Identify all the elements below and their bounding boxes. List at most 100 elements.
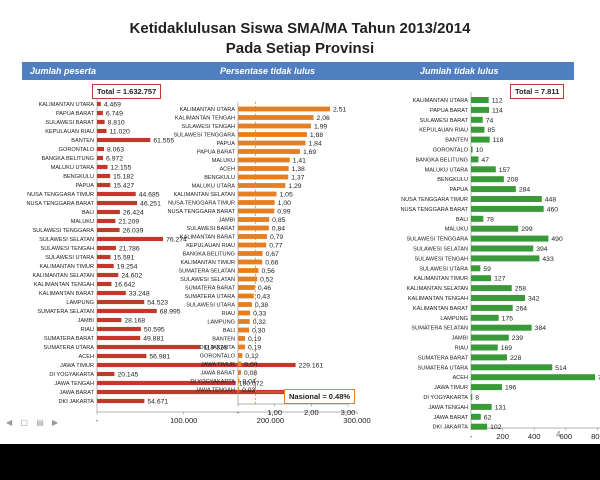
bar: [97, 344, 201, 350]
category-label: SULAWESI BARAT: [420, 118, 469, 124]
value-label: 24.602: [121, 273, 142, 280]
bar: [97, 128, 107, 134]
category-label: SULAWESI UTARA: [419, 266, 468, 272]
category-label: DKI JAKARTA: [199, 345, 235, 351]
bar: [97, 398, 145, 404]
value-label: 46.251: [140, 201, 161, 208]
category-label: RIAU: [222, 311, 235, 317]
value-label: 26.039: [123, 228, 144, 235]
value-label: 157: [499, 167, 511, 174]
bar: [238, 191, 277, 197]
value-label: 28.168: [124, 318, 145, 325]
prev-icon[interactable]: ◀: [6, 418, 16, 427]
category-label: SULAWESI UTARA: [186, 303, 235, 309]
bar: [97, 119, 105, 125]
value-label: 74: [486, 117, 494, 124]
bar: [471, 275, 492, 282]
bar: [97, 245, 116, 251]
category-label: RIAU: [455, 346, 468, 352]
value-label: 68.995: [160, 309, 181, 316]
notes-icon[interactable]: ▤: [36, 418, 47, 427]
value-label: 0,08: [244, 370, 257, 377]
bar: [238, 361, 242, 367]
category-label: KEPULAUAN RIAU: [419, 128, 468, 134]
category-label: JAWA TIMUR: [434, 385, 468, 391]
category-label: SULAWESI TENGAH: [415, 256, 468, 262]
value-label: 1,84: [308, 141, 321, 148]
category-label: BANGKA BELITUNG: [182, 252, 235, 258]
category-label: ACEH: [219, 167, 235, 173]
value-label: 1,00: [278, 200, 291, 207]
value-label: 0,03: [242, 387, 255, 394]
category-label: GORONTALO: [433, 148, 469, 154]
bar: [471, 106, 490, 113]
category-label: BANTEN: [71, 138, 94, 144]
category-label: BENGKULU: [63, 174, 94, 180]
bar: [238, 132, 307, 137]
value-label: 1,41: [293, 158, 306, 165]
category-label: JAWA BARAT: [59, 390, 94, 396]
value-label: 59: [483, 266, 491, 273]
slide-icon[interactable]: ▢: [20, 418, 31, 427]
category-label: KALIMANTAN SELATAN: [32, 273, 94, 279]
bar: [471, 374, 596, 381]
bar: [238, 387, 240, 392]
value-label: 114: [492, 107, 503, 114]
value-label: 8.063: [107, 147, 124, 154]
category-label: PAPUA: [216, 141, 235, 147]
value-label: 119.315: [203, 345, 227, 352]
value-label: 0,85: [272, 217, 285, 224]
bar: [471, 146, 473, 153]
value-label: 6.749: [106, 111, 123, 118]
category-label: KALIMANTAN BARAT: [180, 235, 236, 241]
next-icon[interactable]: ▶: [51, 418, 62, 427]
value-label: 0,79: [270, 234, 283, 241]
category-label: SUMATERA UTARA: [418, 365, 469, 371]
bar: [471, 324, 532, 331]
bar: [471, 314, 499, 321]
value-label: 61.555: [153, 138, 174, 145]
bar: [97, 353, 147, 359]
category-label: JAWA BARAT: [200, 371, 235, 377]
category-label: NUSA TENGGARA BARAT: [400, 207, 468, 213]
chart-subtitle: Pada Setiap Provinsi: [225, 40, 375, 57]
value-label: 0,33: [253, 311, 266, 318]
bar: [238, 353, 243, 358]
value-label: 239: [512, 335, 524, 342]
bar: [471, 225, 519, 232]
category-label: BENGKULU: [204, 175, 235, 181]
category-label: MALUKU: [212, 158, 235, 164]
category-label: BANTEN: [445, 138, 468, 144]
value-label: 62: [484, 414, 492, 421]
category-label: DKI JAKARTA: [432, 425, 468, 431]
category-label: BALI: [82, 210, 95, 216]
x-tick-label: 100.000: [170, 416, 197, 425]
category-label: KALIMANTAN TIMUR: [181, 260, 236, 266]
value-label: 0,19: [248, 336, 261, 343]
bar: [97, 164, 108, 170]
bar: [97, 191, 136, 197]
category-label: JAWA TIMUR: [201, 362, 235, 368]
category-label: JAMBI: [452, 336, 469, 342]
category-label: JAWA TENGAH: [195, 388, 235, 394]
category-label: BALI: [456, 217, 469, 223]
value-label: 85: [487, 127, 495, 134]
value-label: 0,66: [265, 260, 278, 267]
value-label: 1,99: [314, 124, 327, 131]
bar: [238, 234, 267, 239]
category-label: DI YOGYAKARTA: [49, 372, 94, 378]
bar: [471, 176, 504, 183]
bar: [238, 140, 306, 146]
bar: [471, 423, 488, 430]
x-tick-label: 1,00: [267, 408, 282, 417]
x-tick-label: 800: [591, 432, 600, 441]
category-label: SULAWESI SELATAN: [39, 237, 94, 243]
category-label: KALIMANTAN SELATAN: [406, 286, 468, 292]
value-label: 0,67: [266, 251, 279, 258]
category-label: SULAWESI SELATAN: [180, 277, 235, 283]
header-jumlah-tidak-lulus: Jumlah tidak lulus: [420, 66, 499, 76]
category-label: KALIMANTAN UTARA: [413, 98, 469, 104]
category-label: BANTEN: [212, 337, 235, 343]
category-label: PAPUA BARAT: [197, 150, 236, 156]
